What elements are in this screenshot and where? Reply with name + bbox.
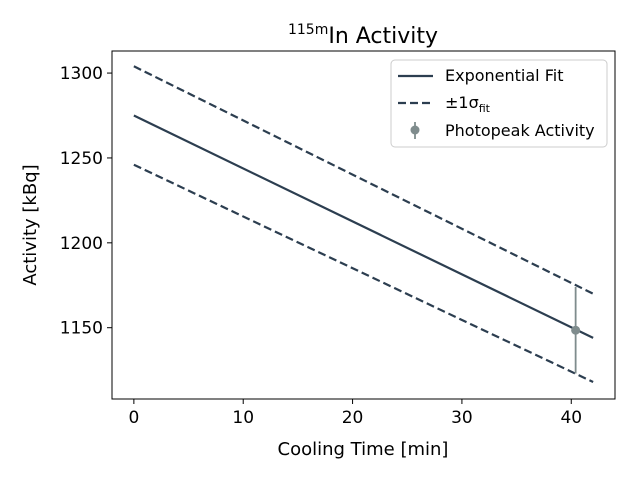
legend-box [390,59,608,148]
series-line-upper [133,65,594,295]
y-tick-label: 1250 [60,149,103,169]
x-tick-label: 30 [451,408,473,428]
plot-frame [111,50,616,400]
y-tick-label: 1300 [60,64,103,84]
x-axis-label: Cooling Time [min] [278,439,449,460]
series-line-lower [133,163,594,384]
legend: Exponential Fit ±1σfit Photopeak Activity [390,59,608,148]
legend-swatch-point [410,125,420,135]
legend-label-sigma: ±1σfit [445,93,491,115]
data-point [571,325,581,335]
y-tick-label: 1150 [60,319,103,339]
y-axis-label: Activity [kBq] [20,164,41,285]
x-tick-label: 10 [232,408,254,428]
legend-label-fit: Exponential Fit [445,66,563,85]
y-tick-label: 1200 [60,234,103,254]
x-tick-label: 20 [342,408,364,428]
plot-area: 0 10 20 30 40 1150 1200 1250 1300 [60,50,616,428]
legend-label-points: Photopeak Activity [445,121,595,140]
series-line-fit [133,114,594,339]
x-tick-label: 40 [560,408,582,428]
chart-title: 115mIn Activity [288,22,438,49]
title-main: In Activity [328,24,438,49]
x-tick-label: 0 [128,408,139,428]
title-superscript: 115m [288,22,328,38]
